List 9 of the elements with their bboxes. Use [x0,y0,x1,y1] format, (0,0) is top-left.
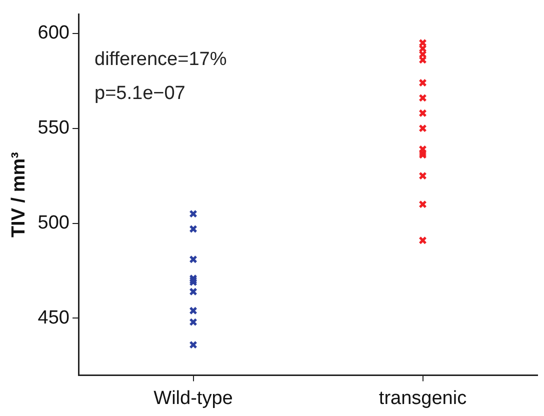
y-tick-label: 500 [38,212,70,234]
y-tick-label: 600 [38,22,70,44]
y-tick-label: 550 [38,118,70,139]
annotation: p=5.1e−07 [94,83,186,104]
annotation: difference=17% [94,49,227,70]
x-tick-label: Wild-type [154,388,233,409]
y-axis-title: TIV / mm³ [8,152,30,238]
x-tick-label: transgenic [378,388,467,409]
y-tick-label: 450 [38,307,70,328]
